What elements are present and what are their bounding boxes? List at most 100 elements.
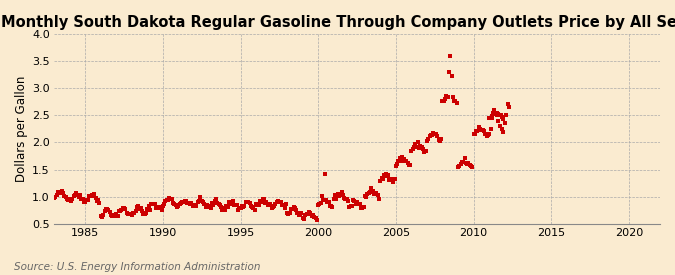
Point — [429, 132, 440, 136]
Point — [485, 116, 496, 120]
Point — [271, 200, 282, 204]
Point — [326, 204, 337, 208]
Text: Source: U.S. Energy Information Administration: Source: U.S. Energy Information Administ… — [14, 262, 260, 272]
Point — [58, 191, 69, 195]
Point — [260, 201, 271, 205]
Point — [143, 204, 154, 208]
Point — [250, 202, 261, 206]
Point — [431, 132, 441, 136]
Point — [130, 209, 141, 214]
Point — [301, 211, 312, 216]
Point — [74, 195, 84, 199]
Point — [453, 164, 464, 169]
Point — [494, 113, 505, 117]
Point — [155, 205, 165, 210]
Point — [54, 191, 65, 195]
Point — [460, 161, 471, 165]
Point — [418, 147, 429, 151]
Point — [63, 197, 74, 202]
Point — [340, 197, 351, 202]
Point — [164, 196, 175, 200]
Point — [95, 213, 106, 218]
Point — [99, 209, 110, 213]
Point — [488, 108, 499, 112]
Point — [500, 121, 510, 126]
Point — [449, 98, 460, 103]
Point — [223, 199, 234, 204]
Point — [153, 205, 163, 209]
Point — [106, 213, 117, 217]
Point — [50, 195, 61, 200]
Point — [192, 200, 203, 204]
Point — [432, 134, 443, 138]
Point — [51, 192, 62, 197]
Point — [119, 205, 130, 210]
Point — [284, 211, 295, 215]
Point — [136, 206, 146, 211]
Point — [498, 117, 509, 121]
Point — [150, 201, 161, 206]
Point — [246, 204, 256, 208]
Point — [139, 211, 150, 216]
Point — [187, 204, 198, 208]
Point — [315, 200, 326, 205]
Point — [369, 192, 379, 196]
Point — [71, 191, 82, 195]
Point — [65, 199, 76, 203]
Point — [97, 215, 107, 219]
Point — [274, 199, 285, 204]
Point — [227, 199, 238, 204]
Point — [495, 124, 506, 128]
Point — [238, 205, 248, 209]
Point — [207, 201, 217, 205]
Point — [318, 197, 329, 202]
Point — [77, 197, 88, 202]
Point — [216, 205, 227, 209]
Point — [464, 163, 475, 167]
Point — [366, 186, 377, 191]
Point — [236, 204, 247, 208]
Point — [373, 193, 383, 198]
Point — [486, 114, 497, 118]
Point — [229, 203, 240, 208]
Point — [425, 133, 436, 137]
Point — [163, 198, 173, 202]
Point — [490, 111, 501, 115]
Point — [259, 197, 269, 202]
Point — [406, 149, 417, 153]
Point — [442, 95, 453, 99]
Point — [115, 209, 126, 213]
Point — [379, 173, 389, 178]
Point — [168, 201, 179, 205]
Point — [287, 207, 298, 211]
Point — [265, 202, 275, 207]
Point — [208, 203, 219, 207]
Point — [90, 196, 101, 200]
Point — [283, 212, 294, 216]
Point — [107, 213, 117, 218]
Point — [257, 197, 268, 202]
Point — [331, 197, 342, 202]
Point — [169, 202, 180, 207]
Point — [321, 197, 331, 202]
Point — [199, 202, 210, 206]
Point — [302, 212, 313, 216]
Point — [387, 177, 398, 182]
Point — [393, 159, 404, 163]
Point — [126, 213, 137, 217]
Point — [344, 205, 354, 210]
Point — [269, 204, 279, 208]
Point — [349, 199, 360, 204]
Point — [70, 193, 80, 197]
Point — [160, 199, 171, 203]
Point — [112, 214, 123, 218]
Point — [180, 198, 190, 203]
Point — [117, 206, 128, 210]
Point — [196, 199, 207, 204]
Point — [134, 207, 145, 211]
Point — [242, 200, 252, 204]
Point — [198, 200, 209, 204]
Point — [346, 204, 357, 208]
Point — [342, 196, 352, 201]
Point — [414, 145, 425, 150]
